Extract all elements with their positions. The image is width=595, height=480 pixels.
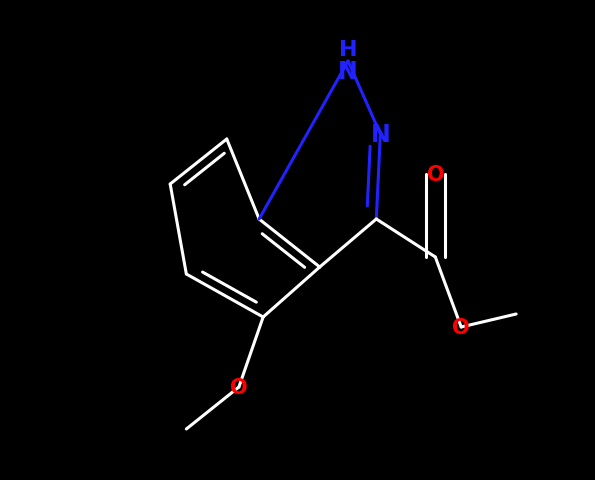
Text: H: H: [339, 39, 357, 60]
Text: N: N: [371, 123, 390, 147]
Text: O: O: [230, 377, 248, 397]
Text: O: O: [427, 165, 444, 185]
Text: O: O: [452, 317, 470, 337]
Text: N: N: [338, 60, 358, 84]
